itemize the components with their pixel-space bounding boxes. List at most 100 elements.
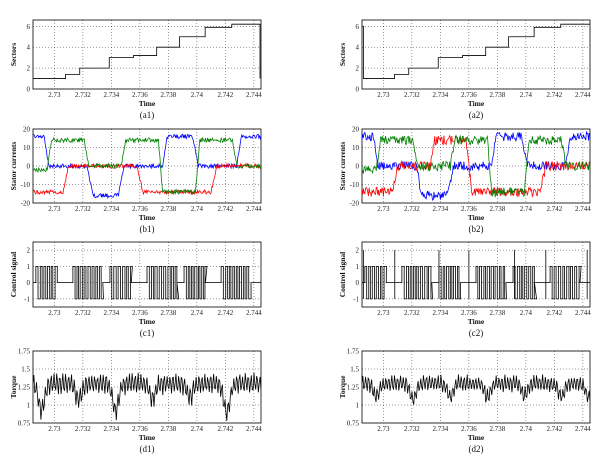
x-axis-label: Time — [468, 317, 485, 326]
y-tick-label: 0 — [27, 163, 31, 171]
x-axis-label: Time — [139, 317, 156, 326]
y-tick-label: -10 — [350, 181, 360, 189]
y-tick-label: 1.75 — [18, 348, 31, 356]
y-tick-label: 1 — [27, 263, 31, 271]
x-tick-label: 2.73 — [48, 425, 61, 433]
x-axis-label: Time — [139, 433, 156, 442]
y-tick-label: 10 — [23, 144, 31, 152]
chart-panel-d2: 2.73 2.732 2.734 2.736 2.738 2.74 2.742 2.744 0.… — [338, 348, 591, 455]
y-tick-label: 1.25 — [18, 384, 31, 392]
x-tick-label: 2.732 — [404, 91, 420, 99]
x-axis-label: Time — [139, 99, 156, 108]
panel-caption: (d1) — [140, 444, 155, 454]
x-tick-label: 2.734 — [433, 425, 449, 433]
y-tick-label: 0 — [356, 86, 360, 94]
x-tick-label: 2.744 — [575, 91, 591, 99]
x-tick-label: 2.73 — [377, 425, 390, 433]
panel-caption: (a2) — [469, 110, 484, 120]
x-axis-label: Time — [468, 433, 485, 442]
x-tick-label: 2.732 — [75, 91, 91, 99]
x-tick-label: 2.742 — [218, 309, 234, 317]
y-axis-label: Control signal — [9, 252, 18, 298]
x-tick-label: 2.734 — [433, 205, 449, 213]
x-tick-label: 2.738 — [161, 91, 177, 99]
x-tick-label: 2.744 — [246, 425, 262, 433]
y-tick-label: -1 — [353, 295, 359, 303]
y-tick-label: 0 — [27, 279, 31, 287]
x-tick-label: 2.736 — [132, 309, 148, 317]
y-tick-label: 1.5 — [350, 366, 359, 374]
x-tick-label: 2.732 — [404, 309, 420, 317]
x-tick-label: 2.74 — [191, 309, 204, 317]
y-axis-label: Torque — [9, 375, 18, 399]
y-tick-label: 1.25 — [347, 384, 360, 392]
x-tick-label: 2.738 — [490, 309, 506, 317]
y-tick-label: 1.5 — [21, 366, 30, 374]
y-axis-label: Sectors — [338, 43, 347, 66]
y-tick-label: 2 — [356, 65, 360, 73]
x-tick-label: 2.744 — [575, 309, 591, 317]
chart-panel-a2: 2.73 2.732 2.734 2.736 2.738 2.74 2.742 2.744 0 2… — [338, 19, 591, 120]
x-tick-label: 2.74 — [520, 91, 533, 99]
x-tick-label: 2.744 — [246, 309, 262, 317]
y-tick-label: -10 — [21, 181, 31, 189]
y-axis-label: Stator currents — [9, 142, 18, 191]
y-tick-label: 0 — [27, 86, 31, 94]
chart-panel-c2: 2.73 2.732 2.734 2.736 2.738 2.74 2.742 2.744 -1… — [338, 241, 591, 338]
chart-panel-b1: 2.73 2.732 2.734 2.736 2.738 2.74 2.742 2.744 -2… — [9, 126, 262, 235]
x-tick-label: 2.732 — [75, 425, 91, 433]
x-tick-label: 2.74 — [191, 205, 204, 213]
chart-panel-a1: 2.73 2.732 2.734 2.736 2.738 2.74 2.742 2.744 0 2… — [9, 19, 262, 120]
x-tick-label: 2.742 — [547, 425, 563, 433]
x-tick-label: 2.732 — [404, 425, 420, 433]
series-line-2 — [33, 136, 261, 196]
x-tick-label: 2.742 — [218, 425, 234, 433]
x-tick-label: 2.736 — [132, 205, 148, 213]
series-line-0 — [33, 23, 261, 79]
x-tick-label: 2.734 — [104, 309, 120, 317]
panel-caption: (c2) — [469, 328, 484, 338]
x-tick-label: 2.732 — [404, 205, 420, 213]
x-tick-label: 2.74 — [191, 91, 204, 99]
x-tick-label: 2.74 — [520, 205, 533, 213]
series-line-0 — [33, 372, 261, 421]
x-tick-label: 2.744 — [246, 205, 262, 213]
panel-caption: (d2) — [469, 444, 484, 454]
x-tick-label: 2.73 — [377, 91, 390, 99]
x-tick-label: 2.736 — [132, 425, 148, 433]
x-tick-label: 2.738 — [161, 425, 177, 433]
y-tick-label: 4 — [356, 44, 360, 52]
y-tick-label: -20 — [350, 200, 360, 208]
x-tick-label: 2.738 — [490, 205, 506, 213]
y-tick-label: 1 — [356, 402, 360, 410]
x-tick-label: 2.73 — [48, 309, 61, 317]
x-tick-label: 2.74 — [520, 425, 533, 433]
y-tick-label: 4 — [27, 44, 31, 52]
series-line-1 — [33, 162, 261, 196]
x-axis-label: Time — [139, 213, 156, 222]
y-tick-label: 2 — [27, 65, 31, 73]
y-tick-label: 20 — [23, 126, 31, 134]
y-tick-label: 2 — [27, 247, 31, 255]
x-tick-label: 2.744 — [246, 91, 262, 99]
x-tick-label: 2.738 — [490, 91, 506, 99]
y-axis-label: Sectors — [9, 43, 18, 66]
x-tick-label: 2.734 — [104, 91, 120, 99]
chart-panel-b2: 2.73 2.732 2.734 2.736 2.738 2.74 2.742 2.744 -2… — [338, 126, 591, 235]
x-tick-label: 2.744 — [575, 425, 591, 433]
chart-panel-c1: 2.73 2.732 2.734 2.736 2.738 2.74 2.742 2.744 -1… — [9, 241, 262, 338]
x-tick-label: 2.734 — [433, 91, 449, 99]
x-tick-label: 2.74 — [520, 309, 533, 317]
y-axis-label: Control signal — [338, 252, 347, 298]
y-tick-label: 10 — [352, 144, 360, 152]
series-line-0 — [362, 265, 590, 300]
y-tick-label: 1.75 — [347, 348, 360, 356]
x-tick-label: 2.736 — [461, 425, 477, 433]
x-tick-label: 2.736 — [461, 91, 477, 99]
y-tick-label: 2 — [356, 247, 360, 255]
y-tick-label: 1 — [27, 402, 31, 410]
x-tick-label: 2.74 — [191, 425, 204, 433]
chart-panel-d1: 2.73 2.732 2.734 2.736 2.738 2.74 2.742 2.744 0.… — [9, 348, 262, 455]
series-line-1 — [362, 134, 590, 198]
